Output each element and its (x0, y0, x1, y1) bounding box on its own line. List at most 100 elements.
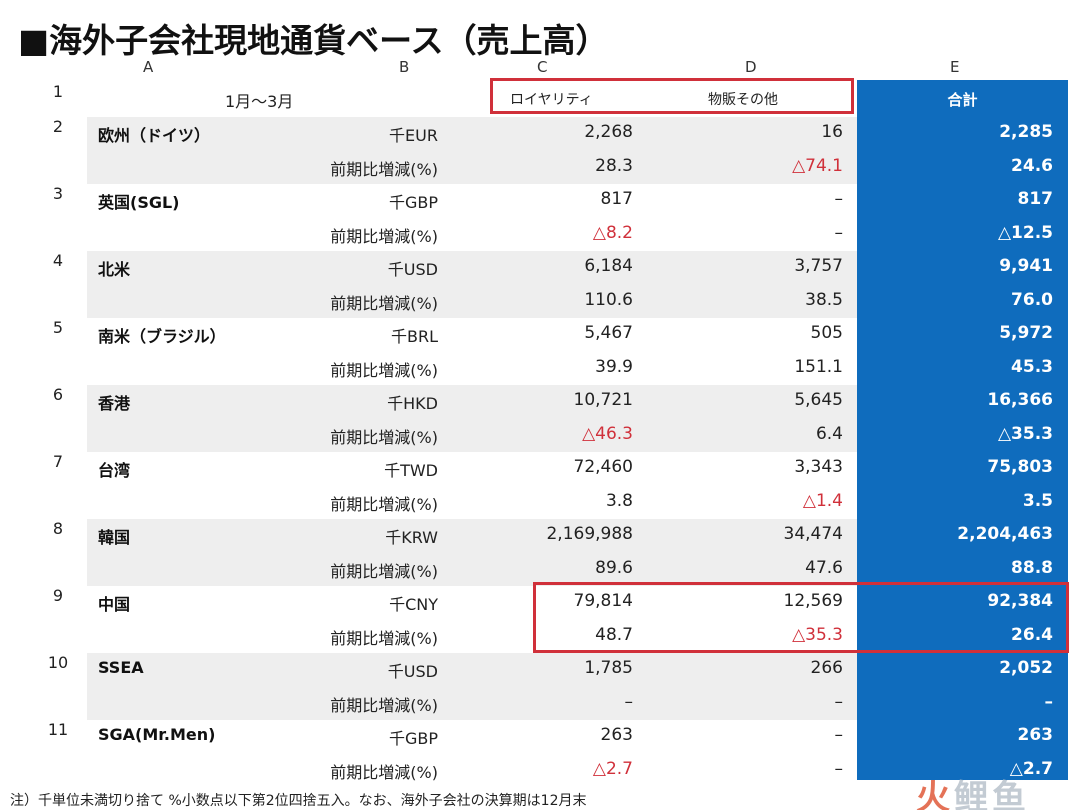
footnote: 注）千単位未満切り捨て %小数点以下第2位四捨五入。なお、海外子会社の決算期は1… (10, 793, 587, 809)
total-value: 75,803 (987, 457, 1053, 477)
region-name: 台湾 (98, 461, 131, 480)
total-yoy: 26.4 (1011, 624, 1053, 645)
royalty-value: 817 (600, 189, 633, 209)
row-number: 4 (52, 251, 64, 270)
total-value: 2,204,463 (957, 524, 1053, 544)
column-letter-d: D (745, 58, 757, 76)
merchandise-yoy: – (834, 691, 844, 712)
yoy-label: 前期比増減(%) (330, 628, 438, 648)
royalty-yoy: △2.7 (592, 758, 633, 779)
watermark-fire: 火 (916, 778, 954, 810)
total-yoy: △2.7 (1009, 758, 1053, 779)
header-merchandise: 物販その他 (708, 92, 778, 108)
yoy-label: 前期比増減(%) (330, 226, 438, 246)
merchandise-yoy: 38.5 (805, 289, 843, 310)
region-name: SSEA (98, 658, 144, 677)
royalty-yoy: 110.6 (584, 289, 633, 310)
total-value: 5,972 (999, 323, 1053, 343)
total-yoy: △12.5 (997, 222, 1053, 243)
merchandise-value: 16 (821, 122, 843, 142)
yoy-label: 前期比増減(%) (330, 293, 438, 313)
total-yoy: 24.6 (1011, 155, 1053, 176)
royalty-value: 79,814 (573, 591, 633, 611)
royalty-value: 263 (600, 725, 633, 745)
merchandise-yoy: △74.1 (792, 155, 843, 176)
total-value: 263 (1017, 725, 1054, 745)
currency-unit: 千USD (387, 662, 438, 681)
column-letter-b: B (399, 58, 410, 76)
currency-unit: 千GBP (388, 729, 438, 748)
royalty-yoy: – (624, 691, 634, 712)
royalty-value: 72,460 (573, 457, 633, 477)
region-name: 香港 (98, 394, 131, 413)
region-name: 英国(SGL) (98, 193, 180, 212)
yoy-label: 前期比増減(%) (330, 494, 438, 514)
merchandise-yoy: △35.3 (792, 624, 843, 645)
merchandise-value: 34,474 (783, 524, 843, 544)
column-letter-a: A (143, 58, 154, 76)
royalty-value: 2,268 (584, 122, 633, 142)
row-number-header: 1 (52, 82, 64, 101)
currency-unit: 千BRL (390, 327, 438, 346)
currency-unit: 千GBP (388, 193, 438, 212)
merchandise-yoy: 47.6 (805, 557, 843, 578)
header-highlight-box (490, 78, 854, 114)
merchandise-value: 505 (810, 323, 843, 343)
merchandise-yoy: △1.4 (802, 490, 843, 511)
column-letter-c: C (537, 58, 548, 76)
yoy-label: 前期比増減(%) (330, 360, 438, 380)
row-number: 6 (52, 385, 64, 404)
total-yoy: 45.3 (1011, 356, 1053, 377)
watermark-text: 鲤鱼 (954, 778, 1030, 810)
currency-unit: 千CNY (389, 595, 438, 614)
page-title: ■海外子会社現地通貨ベース（売上高） (18, 21, 609, 60)
royalty-yoy: 39.9 (595, 356, 633, 377)
yoy-label: 前期比増減(%) (330, 762, 438, 782)
watermark-logo: 火鲤鱼 (916, 770, 1030, 810)
region-name: 欧州（ドイツ） (98, 126, 211, 145)
header-royalty: ロイヤリティ (510, 92, 593, 108)
total-value: 9,941 (999, 256, 1053, 276)
row-band (87, 720, 857, 787)
row-number: 5 (52, 318, 64, 337)
currency-unit: 千EUR (389, 126, 438, 145)
merchandise-value: – (834, 725, 844, 745)
row-number: 11 (47, 720, 69, 739)
royalty-value: 2,169,988 (546, 524, 633, 544)
currency-unit: 千TWD (384, 461, 438, 480)
merchandise-yoy: – (834, 758, 844, 779)
currency-unit: 千USD (387, 260, 438, 279)
row-band (87, 117, 857, 184)
total-column-highlight (857, 80, 1068, 780)
china-highlight-box (533, 582, 1069, 653)
region-name: 北米 (98, 260, 131, 279)
row-number: 2 (52, 117, 64, 136)
merchandise-value: 5,645 (794, 390, 843, 410)
row-band (87, 251, 857, 318)
header-total: 合計 (947, 91, 978, 109)
row-number: 9 (52, 586, 64, 605)
total-yoy: △35.3 (997, 423, 1053, 444)
row-band (87, 385, 857, 452)
total-value: 2,285 (999, 122, 1053, 142)
merchandise-value: 3,343 (794, 457, 843, 477)
royalty-yoy: 3.8 (605, 490, 633, 511)
currency-unit: 千KRW (385, 528, 438, 547)
total-value: 92,384 (987, 591, 1053, 611)
period-label: 1月～3月 (225, 92, 294, 111)
row-band (87, 318, 857, 385)
royalty-value: 10,721 (573, 390, 633, 410)
royalty-yoy: △8.2 (592, 222, 633, 243)
merchandise-value: 266 (810, 658, 843, 678)
merchandise-value: – (834, 189, 844, 209)
total-yoy: 88.8 (1011, 557, 1053, 578)
yoy-label: 前期比増減(%) (330, 427, 438, 447)
row-band (87, 452, 857, 519)
total-value: 16,366 (987, 390, 1053, 410)
yoy-label: 前期比増減(%) (330, 159, 438, 179)
region-name: SGA(Mr.Men) (98, 725, 216, 744)
total-value: 817 (1017, 189, 1054, 209)
merchandise-yoy: 151.1 (794, 356, 843, 377)
region-name: 中国 (98, 595, 131, 614)
merchandise-yoy: 6.4 (815, 423, 843, 444)
